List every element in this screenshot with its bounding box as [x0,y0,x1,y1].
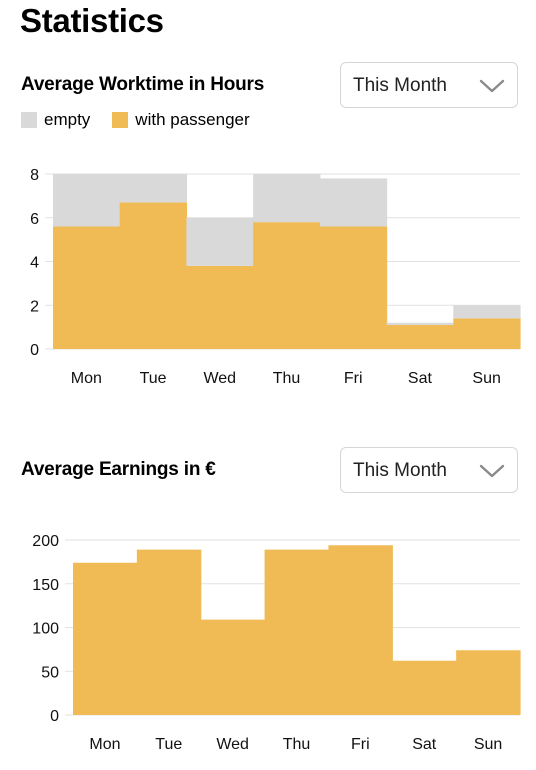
y-tick-label: 2 [30,298,39,315]
bar-value [392,660,457,715]
y-tick-label: 0 [50,708,59,725]
x-tick-label: Thu [283,736,311,753]
bar-value [456,650,521,715]
earnings-period-value: This Month [353,460,447,481]
x-tick-label: Wed [203,370,236,387]
y-tick-label: 200 [32,533,59,550]
legend-swatch-with-passenger [112,112,129,128]
x-tick-label: Sat [408,370,433,387]
worktime-legend: empty with passenger [21,110,272,130]
legend-label-empty: empty [44,110,91,129]
x-tick-label: Sat [412,736,437,753]
page-title: Statistics [20,2,164,39]
bar-with-passenger [119,202,188,349]
bar-with-passenger [386,324,454,349]
y-tick-label: 50 [41,664,59,681]
x-tick-label: Fri [344,370,363,387]
bar-empty [319,178,388,227]
bar-with-passenger [186,265,254,349]
x-tick-label: Wed [216,736,249,753]
bar-value [136,549,202,715]
x-tick-label: Fri [351,736,370,753]
bar-empty [119,174,188,203]
chevron-down-icon [479,464,505,478]
y-tick-label: 0 [30,342,39,359]
bar-value [73,562,138,715]
legend-swatch-empty [21,112,37,128]
bar-with-passenger [319,226,388,349]
y-tick-label: 150 [32,577,59,594]
x-tick-label: Mon [89,736,120,753]
bar-empty [53,174,121,227]
legend-label-with-passenger: with passenger [135,110,250,129]
bar-value [264,549,330,715]
y-tick-label: 100 [32,621,59,638]
x-tick-label: Tue [140,370,167,387]
worktime-period-value: This Month [353,75,447,96]
x-tick-label: Sun [472,370,500,387]
x-tick-label: Thu [273,370,301,387]
bar-empty [186,217,254,266]
worktime-period-dropdown[interactable]: This Month [340,62,518,108]
x-tick-label: Mon [71,370,102,387]
bar-value [200,619,266,715]
chevron-down-icon [479,79,505,93]
bar-empty [386,322,454,325]
y-tick-label: 8 [30,167,39,184]
bar-empty [453,305,521,319]
x-tick-label: Sun [474,736,502,753]
bar-value [328,545,393,715]
worktime-title: Average Worktime in Hours [21,74,265,95]
bar-with-passenger [253,222,321,349]
x-tick-label: Tue [155,736,182,753]
bar-empty [253,174,321,223]
y-tick-label: 6 [30,211,39,228]
earnings-chart: 0 50 100 150 200 Mon Tue Wed Thu Fri Sat Sun [32,533,521,753]
y-tick-label: 4 [30,255,39,272]
legend-item-empty: empty [21,110,90,130]
bar-with-passenger [453,318,521,349]
legend-item-with-passenger: with passenger [112,110,250,130]
bar-with-passenger [53,226,121,349]
worktime-chart: 0 2 4 6 8 Mon Tue Wed Thu Fri Sat Sun [30,167,521,387]
earnings-title: Average Earnings in € [21,459,216,480]
earnings-period-dropdown[interactable]: This Month [340,447,518,493]
